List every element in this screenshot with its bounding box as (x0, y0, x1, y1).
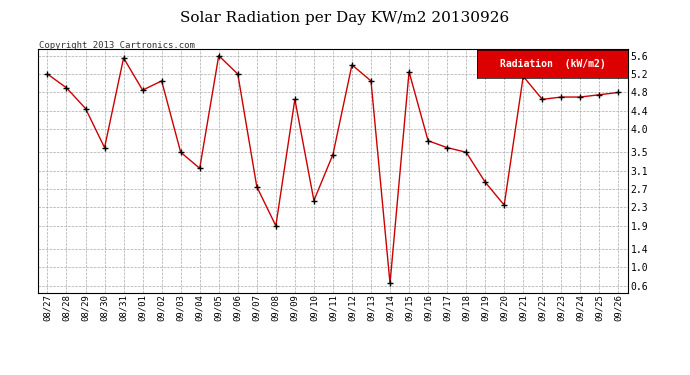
Text: Solar Radiation per Day KW/m2 20130926: Solar Radiation per Day KW/m2 20130926 (180, 11, 510, 25)
Text: Copyright 2013 Cartronics.com: Copyright 2013 Cartronics.com (39, 41, 195, 50)
